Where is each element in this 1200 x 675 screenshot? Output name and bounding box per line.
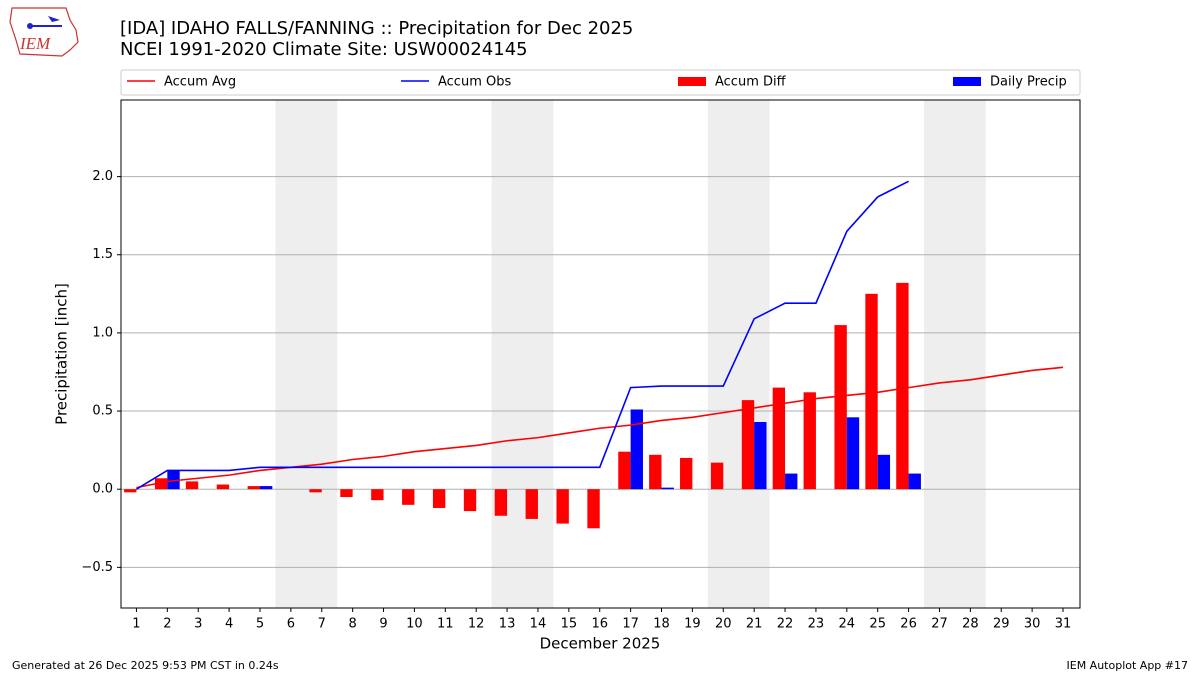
bar — [259, 486, 273, 490]
bar — [834, 325, 847, 490]
footer-right: IEM Autoplot App #17 — [1067, 659, 1189, 672]
x-tick-label: 29 — [993, 617, 1010, 632]
x-tick-label: 19 — [684, 617, 701, 632]
bar — [785, 473, 798, 490]
chart-subtitle: NCEI 1991-2020 Climate Site: USW00024145 — [120, 39, 528, 60]
bar — [402, 489, 415, 505]
legend-label: Accum Diff — [715, 75, 787, 90]
bar — [630, 409, 643, 490]
legend-label: Accum Avg — [164, 75, 236, 90]
x-tick-label: 10 — [406, 617, 423, 632]
bar — [167, 470, 180, 490]
bar — [661, 487, 674, 490]
x-tick-label: 5 — [256, 617, 264, 632]
legend-box — [120, 69, 1081, 96]
x-tick-label: 18 — [653, 617, 670, 632]
x-tick-label: 25 — [869, 617, 886, 632]
x-tick-label: 22 — [777, 617, 794, 632]
bar — [803, 392, 816, 490]
x-tick-label: 3 — [194, 617, 202, 632]
bar — [772, 387, 786, 490]
bar — [494, 489, 508, 516]
y-tick-label: 0.5 — [92, 404, 113, 419]
bar — [865, 293, 878, 490]
logo: IEM — [9, 7, 79, 57]
weekend-shade — [275, 100, 338, 608]
x-tick-label: 11 — [437, 617, 454, 632]
legend-label: Accum Obs — [438, 75, 511, 90]
bar — [340, 489, 353, 498]
x-tick-label: 7 — [318, 617, 326, 632]
logo-outline — [9, 7, 79, 57]
y-tick-label: 1.0 — [92, 325, 113, 340]
x-tick-label: 24 — [839, 617, 856, 632]
x-tick-label: 2 — [163, 617, 171, 632]
bar — [754, 421, 767, 490]
bar — [896, 282, 909, 490]
bar — [680, 457, 693, 490]
x-tick-label: 13 — [499, 617, 516, 632]
bar — [556, 489, 569, 524]
bar — [525, 489, 538, 519]
bar — [908, 473, 921, 490]
x-tick-label: 26 — [900, 617, 917, 632]
y-tick-label: 1.5 — [92, 247, 113, 262]
x-tick-label: 12 — [468, 617, 485, 632]
bar — [216, 484, 230, 490]
x-tick-label: 4 — [225, 617, 233, 632]
bar — [649, 454, 662, 490]
x-tick-label: 31 — [1055, 617, 1072, 632]
x-tick-label: 16 — [591, 617, 608, 632]
y-tick-label: −0.5 — [81, 560, 113, 575]
x-tick-label: 8 — [349, 617, 357, 632]
x-tick-label: 28 — [962, 617, 979, 632]
x-tick-label: 14 — [530, 617, 547, 632]
x-tick-label: 9 — [379, 617, 387, 632]
weekend-shade — [491, 100, 554, 608]
legend-label: Daily Precip — [990, 75, 1067, 90]
bar — [154, 478, 168, 490]
x-tick-label: 27 — [931, 617, 948, 632]
bar — [741, 400, 755, 490]
y-tick-label: 0.0 — [92, 482, 113, 497]
legend-swatch — [678, 77, 706, 86]
y-axis-label: Precipitation [inch] — [53, 283, 71, 425]
logo-flag — [48, 16, 60, 22]
logo-dot — [27, 23, 33, 29]
bar — [618, 451, 631, 490]
x-tick-label: 20 — [715, 617, 732, 632]
bar — [846, 417, 860, 490]
x-tick-label: 15 — [561, 617, 578, 632]
bar — [710, 462, 724, 490]
logo-text: IEM — [19, 34, 51, 53]
x-tick-label: 6 — [287, 617, 295, 632]
legend-swatch — [953, 77, 981, 86]
x-tick-label: 17 — [622, 617, 639, 632]
footer-left: Generated at 26 Dec 2025 9:53 PM CST in … — [12, 659, 279, 672]
bar — [432, 489, 446, 508]
bar — [877, 454, 891, 490]
x-tick-label: 23 — [808, 617, 825, 632]
bar — [587, 489, 600, 529]
x-tick-label: 30 — [1024, 617, 1041, 632]
y-tick-label: 2.0 — [92, 169, 113, 184]
weekend-shade — [924, 100, 986, 608]
chart-title: [IDA] IDAHO FALLS/FANNING :: Precipitati… — [120, 18, 633, 39]
line — [136, 180, 909, 490]
x-tick-label: 1 — [132, 617, 140, 632]
bar — [124, 489, 137, 493]
bar — [185, 481, 199, 490]
bar — [463, 489, 477, 512]
bar — [309, 489, 322, 493]
x-axis-label: December 2025 — [540, 635, 661, 653]
plot-frame — [120, 99, 1081, 609]
bar — [247, 486, 260, 490]
x-tick-label: 21 — [746, 617, 763, 632]
bar — [371, 489, 384, 501]
